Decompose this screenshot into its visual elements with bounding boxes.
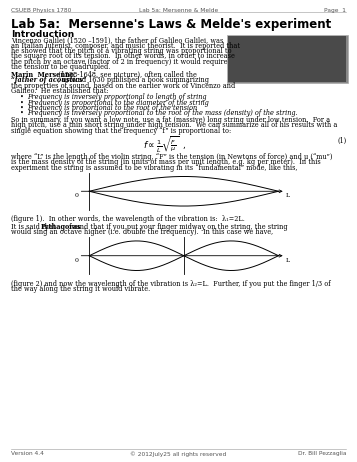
Text: •: • <box>20 98 24 107</box>
Text: Vincenzo Galilei (1520 –1591), the father of Galileo Galilei, was: Vincenzo Galilei (1520 –1591), the fathe… <box>11 36 223 44</box>
Text: the square root of its tension.  In other words, in order to increase: the square root of its tension. In other… <box>11 52 235 61</box>
Text: (1588-1648, see picture), often called the: (1588-1648, see picture), often called t… <box>54 71 196 79</box>
Text: Lab 5a:  Mersenne's Laws & Melde's experiment: Lab 5a: Mersenne's Laws & Melde's experi… <box>11 18 331 30</box>
Text: he showed that the pitch of a vibrating string was proportional to: he showed that the pitch of a vibrating … <box>11 47 231 55</box>
Text: an Italian lutenist, composer, and music theorist.  It is reported that: an Italian lutenist, composer, and music… <box>11 42 240 50</box>
Text: the way along the string it would vibrate.: the way along the string it would vibrat… <box>11 285 150 293</box>
Text: •: • <box>20 93 24 101</box>
Text: It is said that: It is said that <box>11 223 57 231</box>
Text: Page  1: Page 1 <box>325 8 346 13</box>
Text: Frequency is proportional to the root of the tension: Frequency is proportional to the root of… <box>27 104 197 112</box>
Text: Dr. Bill Pezzaglia: Dr. Bill Pezzaglia <box>298 451 346 456</box>
Text: Lab 5a: Mersenne & Melde: Lab 5a: Mersenne & Melde <box>139 8 218 13</box>
Text: the pitch by an octave (factor of 2 in frequency) it would require: the pitch by an octave (factor of 2 in f… <box>11 58 227 66</box>
Text: Frequency is inversely proportional to the root of the mass (density) of the str: Frequency is inversely proportional to t… <box>27 109 297 117</box>
Text: © 2012July25 all rights reserved: © 2012July25 all rights reserved <box>130 451 227 457</box>
Text: Version 4.4: Version 4.4 <box>11 451 44 456</box>
Text: •: • <box>20 104 24 112</box>
Text: L: L <box>286 193 290 198</box>
Text: (figure 2) and now the wavelength of the vibration is λ₂=L.  Further, if you put: (figure 2) and now the wavelength of the… <box>11 280 330 288</box>
Text: •: • <box>20 109 24 117</box>
Text: Marin  Mersenne: Marin Mersenne <box>11 71 74 79</box>
Text: (1): (1) <box>337 137 347 145</box>
Bar <box>228 36 346 82</box>
Text: 0: 0 <box>75 257 79 262</box>
Bar <box>227 35 348 83</box>
Text: CSUEB Physics 1780: CSUEB Physics 1780 <box>11 8 71 13</box>
Text: Introduction: Introduction <box>11 30 74 39</box>
Text: high pitch, use a thin short string under high tension.  We can summarize all of: high pitch, use a thin short string unde… <box>11 121 337 129</box>
Text: would sing an octave higher (i.e. double the frequency).  In this case we have,: would sing an octave higher (i.e. double… <box>11 228 273 236</box>
Text: (figure 1).  In other words, the wavelength of the vibration is:  λ₁=2L.: (figure 1). In other words, the waveleng… <box>11 215 245 223</box>
Text: single equation showing that the frequency “f” is proportional to:: single equation showing that the frequen… <box>11 127 231 134</box>
Text: “father of acoustics”: “father of acoustics” <box>11 76 86 85</box>
Text: $f \propto \frac{1}{L}\sqrt{\frac{F}{\mu}}$  ,: $f \propto \frac{1}{L}\sqrt{\frac{F}{\mu… <box>143 134 187 155</box>
Text: Galileo.  He established that:: Galileo. He established that: <box>11 87 109 95</box>
Text: where “L” is the length of the violin string, “F” is the tension (in Newtons of : where “L” is the length of the violin st… <box>11 153 332 161</box>
Text: found that if you put your finger midway on the string, the string: found that if you put your finger midway… <box>67 223 287 231</box>
Text: the tension to be quadrupled.: the tension to be quadrupled. <box>11 63 110 71</box>
Text: the properties of sound, based on the earlier work of Vincenzo and: the properties of sound, based on the ea… <box>11 82 235 90</box>
Text: Frequency is proportional to the diameter of the string: Frequency is proportional to the diamete… <box>27 98 208 107</box>
Text: Pythagoras: Pythagoras <box>41 223 81 231</box>
Text: 0: 0 <box>75 193 79 198</box>
Text: So in summary, if you want a low note, use a fat (massive) long string under low: So in summary, if you want a low note, u… <box>11 116 330 124</box>
Text: is the mass density of the string (in units of mass per unit length, e.g. kg per: is the mass density of the string (in un… <box>11 158 321 166</box>
Text: Frequency is inversely proportional to length of string: Frequency is inversely proportional to l… <box>27 93 206 101</box>
Text: experiment the string is assumed to be vibrating in its “fundamental” mode, like: experiment the string is assumed to be v… <box>11 164 297 172</box>
Text: , around 1630 published a book summarizing: , around 1630 published a book summarizi… <box>58 76 209 85</box>
Text: L: L <box>286 257 290 262</box>
